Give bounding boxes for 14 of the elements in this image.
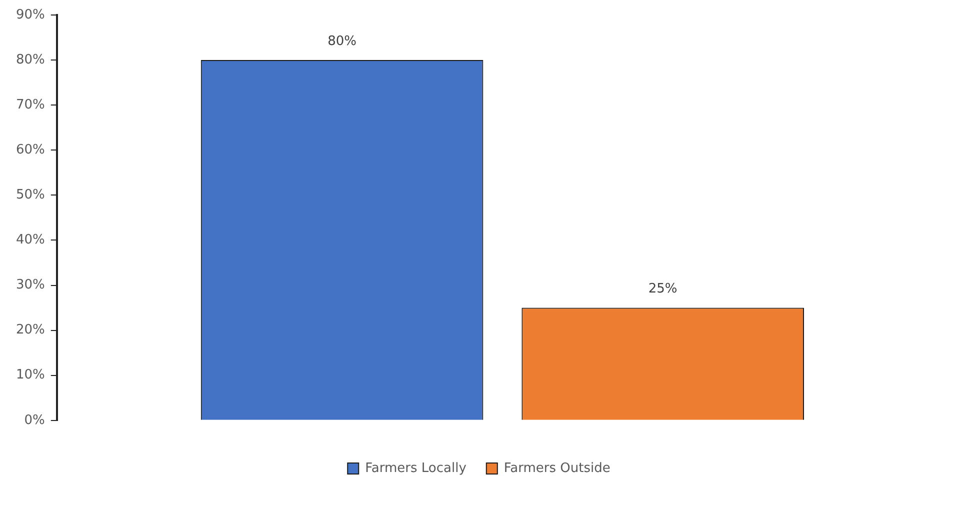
y-tick-label: 90% <box>16 7 45 22</box>
y-tick-label: 40% <box>16 232 45 248</box>
y-tick-label: 70% <box>16 97 45 112</box>
legend-label: Farmers Outside <box>504 460 610 476</box>
y-tick-label: 50% <box>16 188 45 203</box>
legend-label: Farmers Locally <box>365 460 467 476</box>
y-tick-label: 10% <box>16 368 45 383</box>
data-label: 25% <box>648 282 678 297</box>
y-tick-label: 20% <box>16 322 45 338</box>
y-tick-label: 80% <box>16 52 45 68</box>
y-tick-label: 0% <box>24 412 45 428</box>
y-tick-label: 60% <box>16 142 45 158</box>
y-tick-label: 30% <box>16 278 45 293</box>
data-label: 80% <box>328 34 356 49</box>
